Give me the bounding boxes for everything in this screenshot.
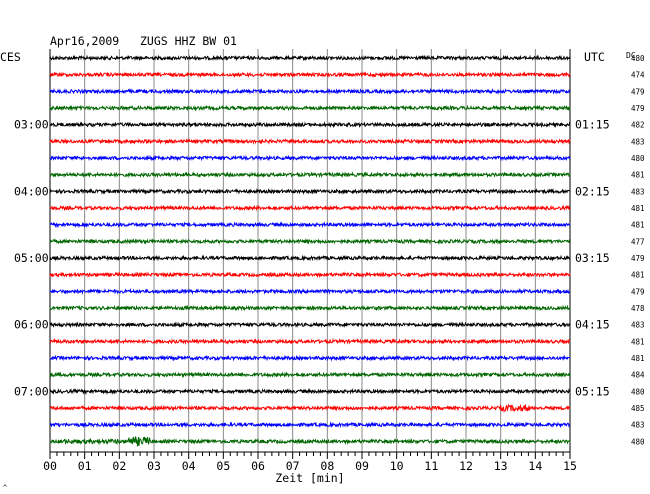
dc-value: 483 [631, 421, 645, 430]
trace-19 [49, 354, 571, 362]
x-tick-label: 12 [459, 459, 473, 473]
x-tick-label: 08 [320, 459, 334, 473]
dc-value: 479 [631, 287, 645, 296]
left-time-label: 03:00 [14, 118, 49, 132]
x-tick-label: 00 [43, 459, 57, 473]
x-tick-label: 13 [494, 459, 508, 473]
dc-value: 482 [631, 121, 645, 130]
x-tick-label: 11 [424, 459, 438, 473]
x-tick-label: 07 [286, 459, 300, 473]
left-time-label: 07:00 [14, 384, 49, 398]
dc-value: 479 [631, 254, 645, 263]
trace-20 [49, 371, 571, 379]
chart-title: Apr16,2009 ZUGS HHZ BW 01 [50, 34, 237, 48]
dc-value: 481 [631, 337, 645, 346]
dc-value: 483 [631, 321, 645, 330]
x-tick-label: 06 [251, 459, 265, 473]
trace-16 [49, 304, 571, 312]
dc-value: 479 [631, 104, 645, 113]
right-time-label: 04:15 [575, 318, 610, 332]
trace-7 [49, 154, 571, 162]
dc-column-label: DC [626, 51, 636, 60]
x-axis: 00 01 02 03 04 05 06 07 08 09 10 11 12 13 14 15 [43, 451, 577, 473]
trace-2 [49, 71, 571, 79]
left-time-label: 04:00 [14, 184, 49, 198]
x-tick-label: 14 [528, 459, 542, 473]
trace-3 [49, 87, 571, 95]
dc-value: 484 [631, 371, 645, 380]
dc-value: 474 [631, 71, 645, 80]
trace-1 [49, 54, 571, 62]
trace-10 [49, 204, 571, 212]
trace-9 [49, 187, 571, 195]
trace-14 [49, 271, 571, 279]
trace-23 [49, 421, 571, 429]
x-tick-label: 15 [563, 459, 577, 473]
dc-value: 477 [631, 237, 645, 246]
x-tick-label: 03 [147, 459, 161, 473]
trace-11 [49, 221, 571, 229]
left-time-label: 05:00 [14, 251, 49, 265]
grid-layer [49, 49, 571, 452]
dc-value: 481 [631, 171, 645, 180]
trace-24 [49, 435, 571, 448]
right-time-label: 03:15 [575, 251, 610, 265]
trace-22 [49, 403, 571, 413]
label-layer: 03:00 04:00 05:00 06:00 07:00 01:15 02:15 03:15… [14, 54, 645, 446]
trace-6 [49, 137, 571, 145]
corner-mark: ^ [3, 484, 7, 492]
x-axis-label: Zeit [min] [275, 471, 344, 485]
dc-value: 478 [631, 304, 645, 313]
dc-value: 481 [631, 221, 645, 230]
trace-12 [49, 237, 571, 245]
x-tick-label: 02 [112, 459, 126, 473]
trace-15 [49, 287, 571, 295]
trace-18 [49, 337, 571, 345]
trace-17 [49, 321, 571, 329]
x-tick-label: 09 [355, 459, 369, 473]
x-tick-label: 04 [182, 459, 196, 473]
dc-value: 479 [631, 87, 645, 96]
dc-value: 483 [631, 187, 645, 196]
dc-value: 483 [631, 137, 645, 146]
timezone-left-label: CES [0, 50, 21, 64]
dc-value: 481 [631, 204, 645, 213]
trace-21 [49, 388, 571, 395]
trace-4 [49, 104, 571, 112]
dc-value: 481 [631, 354, 645, 363]
x-tick-label: 10 [390, 459, 404, 473]
x-tick-label: 01 [78, 459, 92, 473]
dc-value: 480 [631, 154, 645, 163]
trace-5 [49, 121, 571, 129]
right-time-label: 01:15 [575, 118, 610, 132]
x-tick-label: 05 [216, 459, 230, 473]
dc-value: 485 [631, 404, 645, 413]
dc-value: 481 [631, 271, 645, 280]
trace-8 [49, 171, 571, 179]
right-time-label: 05:15 [575, 384, 610, 398]
timezone-right-label: UTC [584, 50, 605, 64]
dc-value: 480 [631, 437, 645, 446]
right-time-label: 02:15 [575, 184, 610, 198]
dc-value: 480 [631, 54, 645, 63]
dc-value: 480 [631, 387, 645, 396]
trace-13 [49, 254, 571, 262]
left-time-label: 06:00 [14, 318, 49, 332]
trace-layer [49, 54, 571, 448]
